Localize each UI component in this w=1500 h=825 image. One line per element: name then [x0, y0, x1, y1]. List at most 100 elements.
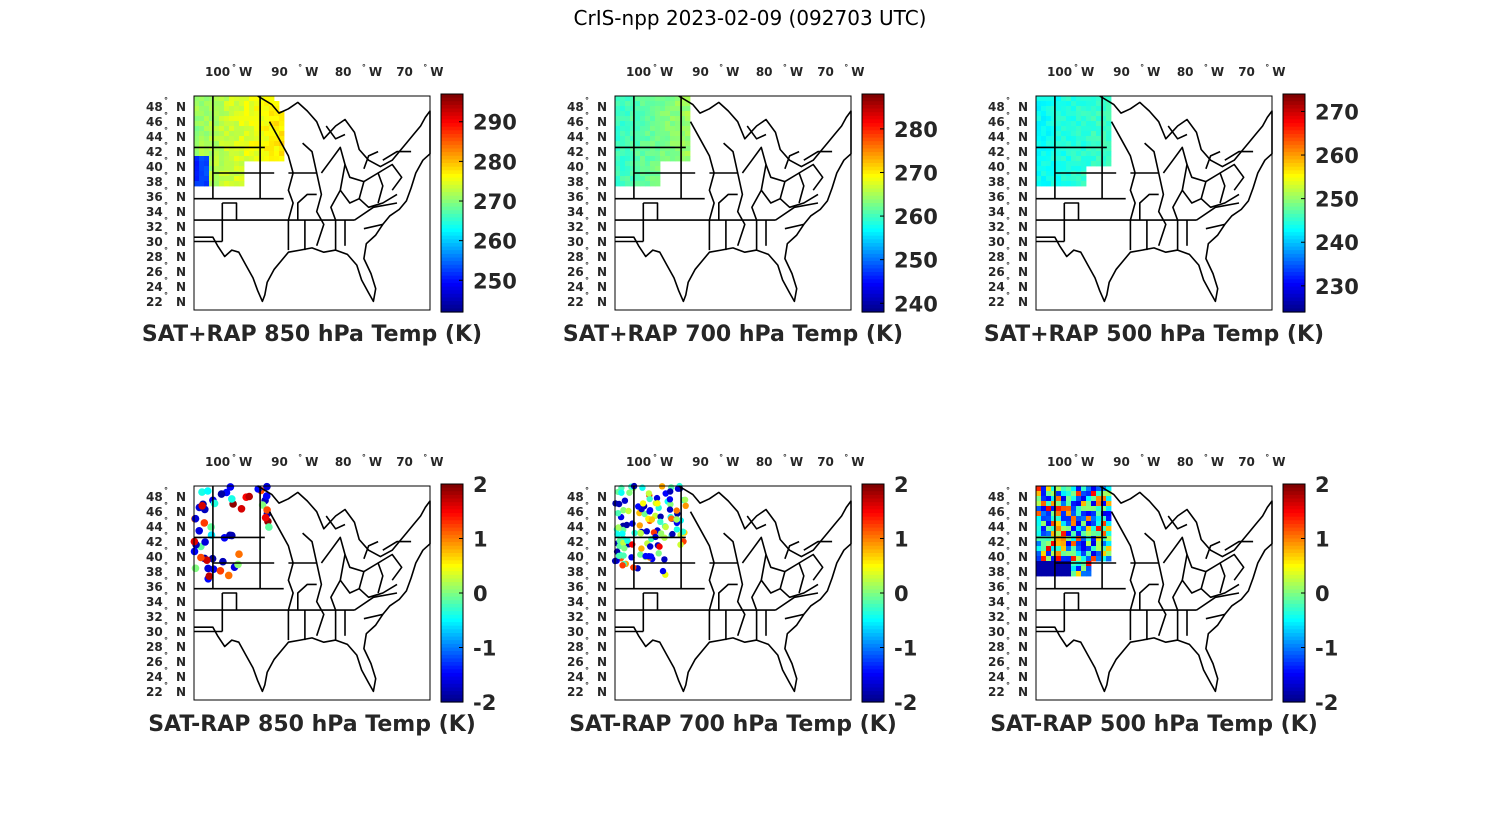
- colorbar-segment: [441, 275, 463, 280]
- state-border: [798, 553, 824, 581]
- data-pixel: [1036, 96, 1042, 102]
- data-pixel: [244, 156, 250, 162]
- data-pixel: [239, 116, 245, 122]
- data-pixel: [259, 121, 265, 127]
- data-pixel: [650, 136, 656, 142]
- data-pixel: [224, 96, 230, 102]
- data-point: [620, 552, 627, 559]
- state-border: [775, 592, 819, 611]
- state-border: [1130, 562, 1167, 637]
- colorbar-tick-label: 2: [894, 473, 909, 497]
- colorbar-segment: [1283, 253, 1305, 259]
- data-point: [673, 526, 681, 533]
- data-pixel: [1096, 101, 1102, 107]
- data-pixel: [640, 156, 646, 162]
- colorbar-segment: [1283, 516, 1305, 521]
- data-pixel: [630, 136, 636, 142]
- data-pixel: [1066, 536, 1072, 542]
- data-pixel: [1051, 511, 1057, 517]
- data-pixel: [625, 171, 631, 177]
- data-pixel: [1106, 156, 1112, 162]
- data-pixel: [269, 121, 275, 127]
- colorbar-frame: [861, 93, 885, 313]
- map-frame: [193, 485, 431, 701]
- data-pixel: [1066, 551, 1072, 557]
- lat-tick-label: 30: [988, 625, 1005, 639]
- data-pixel: [1096, 96, 1102, 102]
- degree-symbol: °: [1006, 291, 1010, 300]
- data-pixel: [229, 126, 235, 132]
- data-pixel: [239, 96, 245, 102]
- lat-hemisphere: N: [176, 175, 186, 189]
- lon-hemisphere: W: [726, 455, 739, 469]
- lat-hemisphere: N: [597, 565, 607, 579]
- lon-hemisphere: W: [1211, 455, 1224, 469]
- lat-tick-label: 48: [567, 490, 584, 504]
- data-pixel: [635, 151, 641, 157]
- data-pixel: [1051, 561, 1057, 567]
- data-pixel: [1086, 151, 1092, 157]
- data-pixel: [675, 141, 681, 147]
- data-pixel: [1041, 571, 1047, 577]
- colorbar-segment: [862, 301, 884, 306]
- colorbar-segment: [441, 603, 463, 609]
- data-pixel: [1061, 136, 1067, 142]
- data-pixel: [264, 141, 270, 147]
- colorbar-segment: [862, 509, 884, 514]
- data-point: [654, 500, 661, 507]
- colorbar-segment: [441, 531, 463, 536]
- colorbar-frame: [1282, 93, 1306, 313]
- data-pixel: [1101, 491, 1107, 497]
- lat-tick-label: 46: [567, 505, 584, 519]
- colorbar-tick-label: 270: [1315, 100, 1359, 124]
- data-pixel: [1076, 521, 1082, 527]
- data-pixel: [1051, 151, 1057, 157]
- data-pixel: [685, 111, 691, 117]
- data-pixel: [199, 131, 205, 137]
- data-pixel: [194, 106, 200, 112]
- data-pixel: [259, 111, 265, 117]
- data-pixel: [1106, 546, 1112, 552]
- data-pixel: [199, 176, 205, 182]
- data-pixel: [1106, 486, 1112, 492]
- data-pixel: [640, 136, 646, 142]
- panel-title: SAT+RAP 700 hPa Temp (K): [563, 322, 903, 347]
- data-pixel: [1106, 536, 1112, 542]
- data-pixel: [655, 126, 661, 132]
- degree-symbol: °: [585, 156, 589, 165]
- data-pixel: [625, 126, 631, 132]
- colorbar-segment: [441, 224, 463, 229]
- colorbar-segment: [862, 199, 884, 204]
- state-border: [643, 202, 659, 221]
- degree-symbol: °: [1074, 63, 1078, 72]
- data-pixel: [1086, 496, 1092, 502]
- data-pixel: [645, 146, 651, 152]
- degree-symbol: °: [1006, 531, 1010, 540]
- data-pixel: [1046, 511, 1052, 517]
- data-point: [628, 554, 635, 561]
- colorbar-segment: [1283, 159, 1305, 164]
- colorbar-segment: [862, 159, 884, 164]
- data-pixel: [274, 116, 280, 122]
- data-pixel: [1041, 161, 1047, 167]
- colorbar-segment: [1283, 593, 1305, 598]
- data-pixel: [685, 126, 691, 132]
- colorbar-segment: [441, 658, 463, 663]
- colorbar-segment: [862, 217, 884, 222]
- lat-tick-label: 34: [988, 205, 1005, 219]
- colorbar-segment: [862, 505, 884, 510]
- state-border: [358, 193, 398, 209]
- lon-hemisphere: W: [1272, 455, 1285, 469]
- data-pixel: [620, 181, 626, 187]
- lon-hemisphere: W: [851, 65, 864, 79]
- data-pixel: [1046, 531, 1052, 537]
- colorbar-segment: [1283, 524, 1305, 529]
- colorbar-tick-label: 0: [894, 582, 909, 606]
- colorbar-segment: [1283, 654, 1305, 659]
- colorbar-segment: [441, 607, 463, 612]
- lat-hemisphere: N: [597, 520, 607, 534]
- lat-tick-label: 42: [988, 535, 1005, 549]
- data-pixel: [1066, 126, 1072, 132]
- colorbar-segment: [1283, 221, 1305, 226]
- colorbar-segment: [441, 636, 463, 641]
